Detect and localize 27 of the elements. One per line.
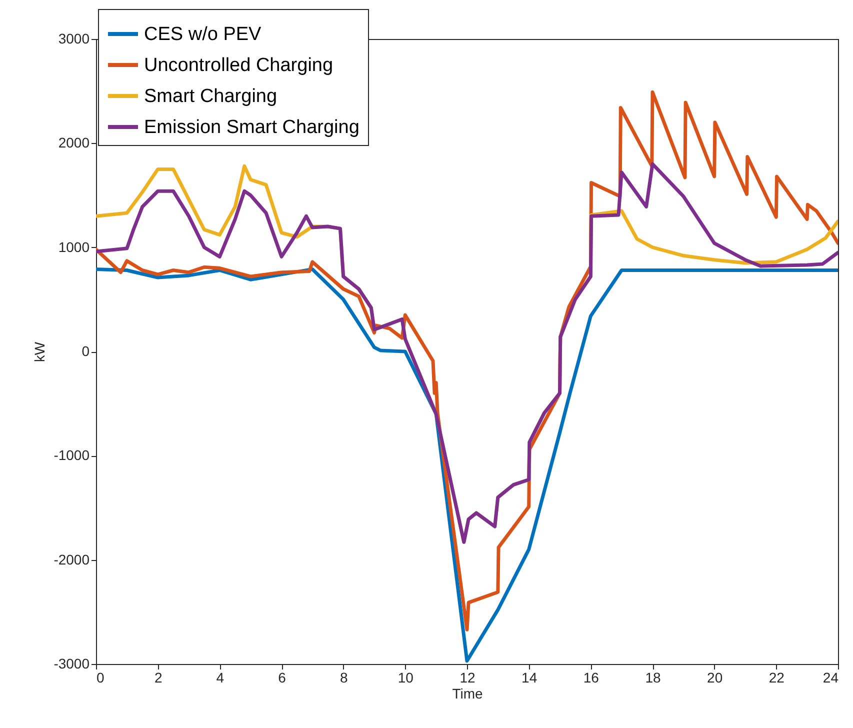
x-tick-label: 4 [216, 670, 224, 686]
y-tick-label: -3000 [54, 656, 90, 672]
y-tick-label: -1000 [54, 447, 90, 464]
x-tick-label: 0 [96, 670, 104, 686]
y-tick-label: 0 [82, 343, 90, 359]
x-tick-label: 16 [583, 670, 600, 686]
x-tick-label: 10 [398, 670, 414, 686]
x-tick-label: 2 [154, 670, 162, 686]
x-tick-label: 14 [522, 670, 538, 686]
x-tick-label: 6 [278, 670, 286, 686]
x-tick-label: 20 [707, 670, 723, 686]
x-tick-label: 24 [822, 670, 839, 686]
legend-label: CES w/o PEV [144, 24, 262, 45]
x-tick-label: 22 [768, 670, 785, 686]
x-tick-label: 18 [645, 670, 661, 686]
x-axis-title: Time [452, 686, 484, 702]
legend-label: Emission Smart Charging [144, 117, 360, 138]
x-tick-label: 8 [340, 670, 348, 686]
x-tick-label: 12 [460, 670, 476, 686]
y-tick-label: 1000 [58, 238, 90, 255]
line-series [96, 267, 838, 663]
y-tick-label: 3000 [58, 30, 90, 46]
y-tick-label: -2000 [54, 551, 90, 568]
y-tick-label: 2000 [58, 134, 90, 151]
legend-label: Smart Charging [144, 86, 278, 107]
y-axis-title: kW [32, 341, 48, 362]
legend-label: Uncontrolled Charging [144, 55, 334, 76]
